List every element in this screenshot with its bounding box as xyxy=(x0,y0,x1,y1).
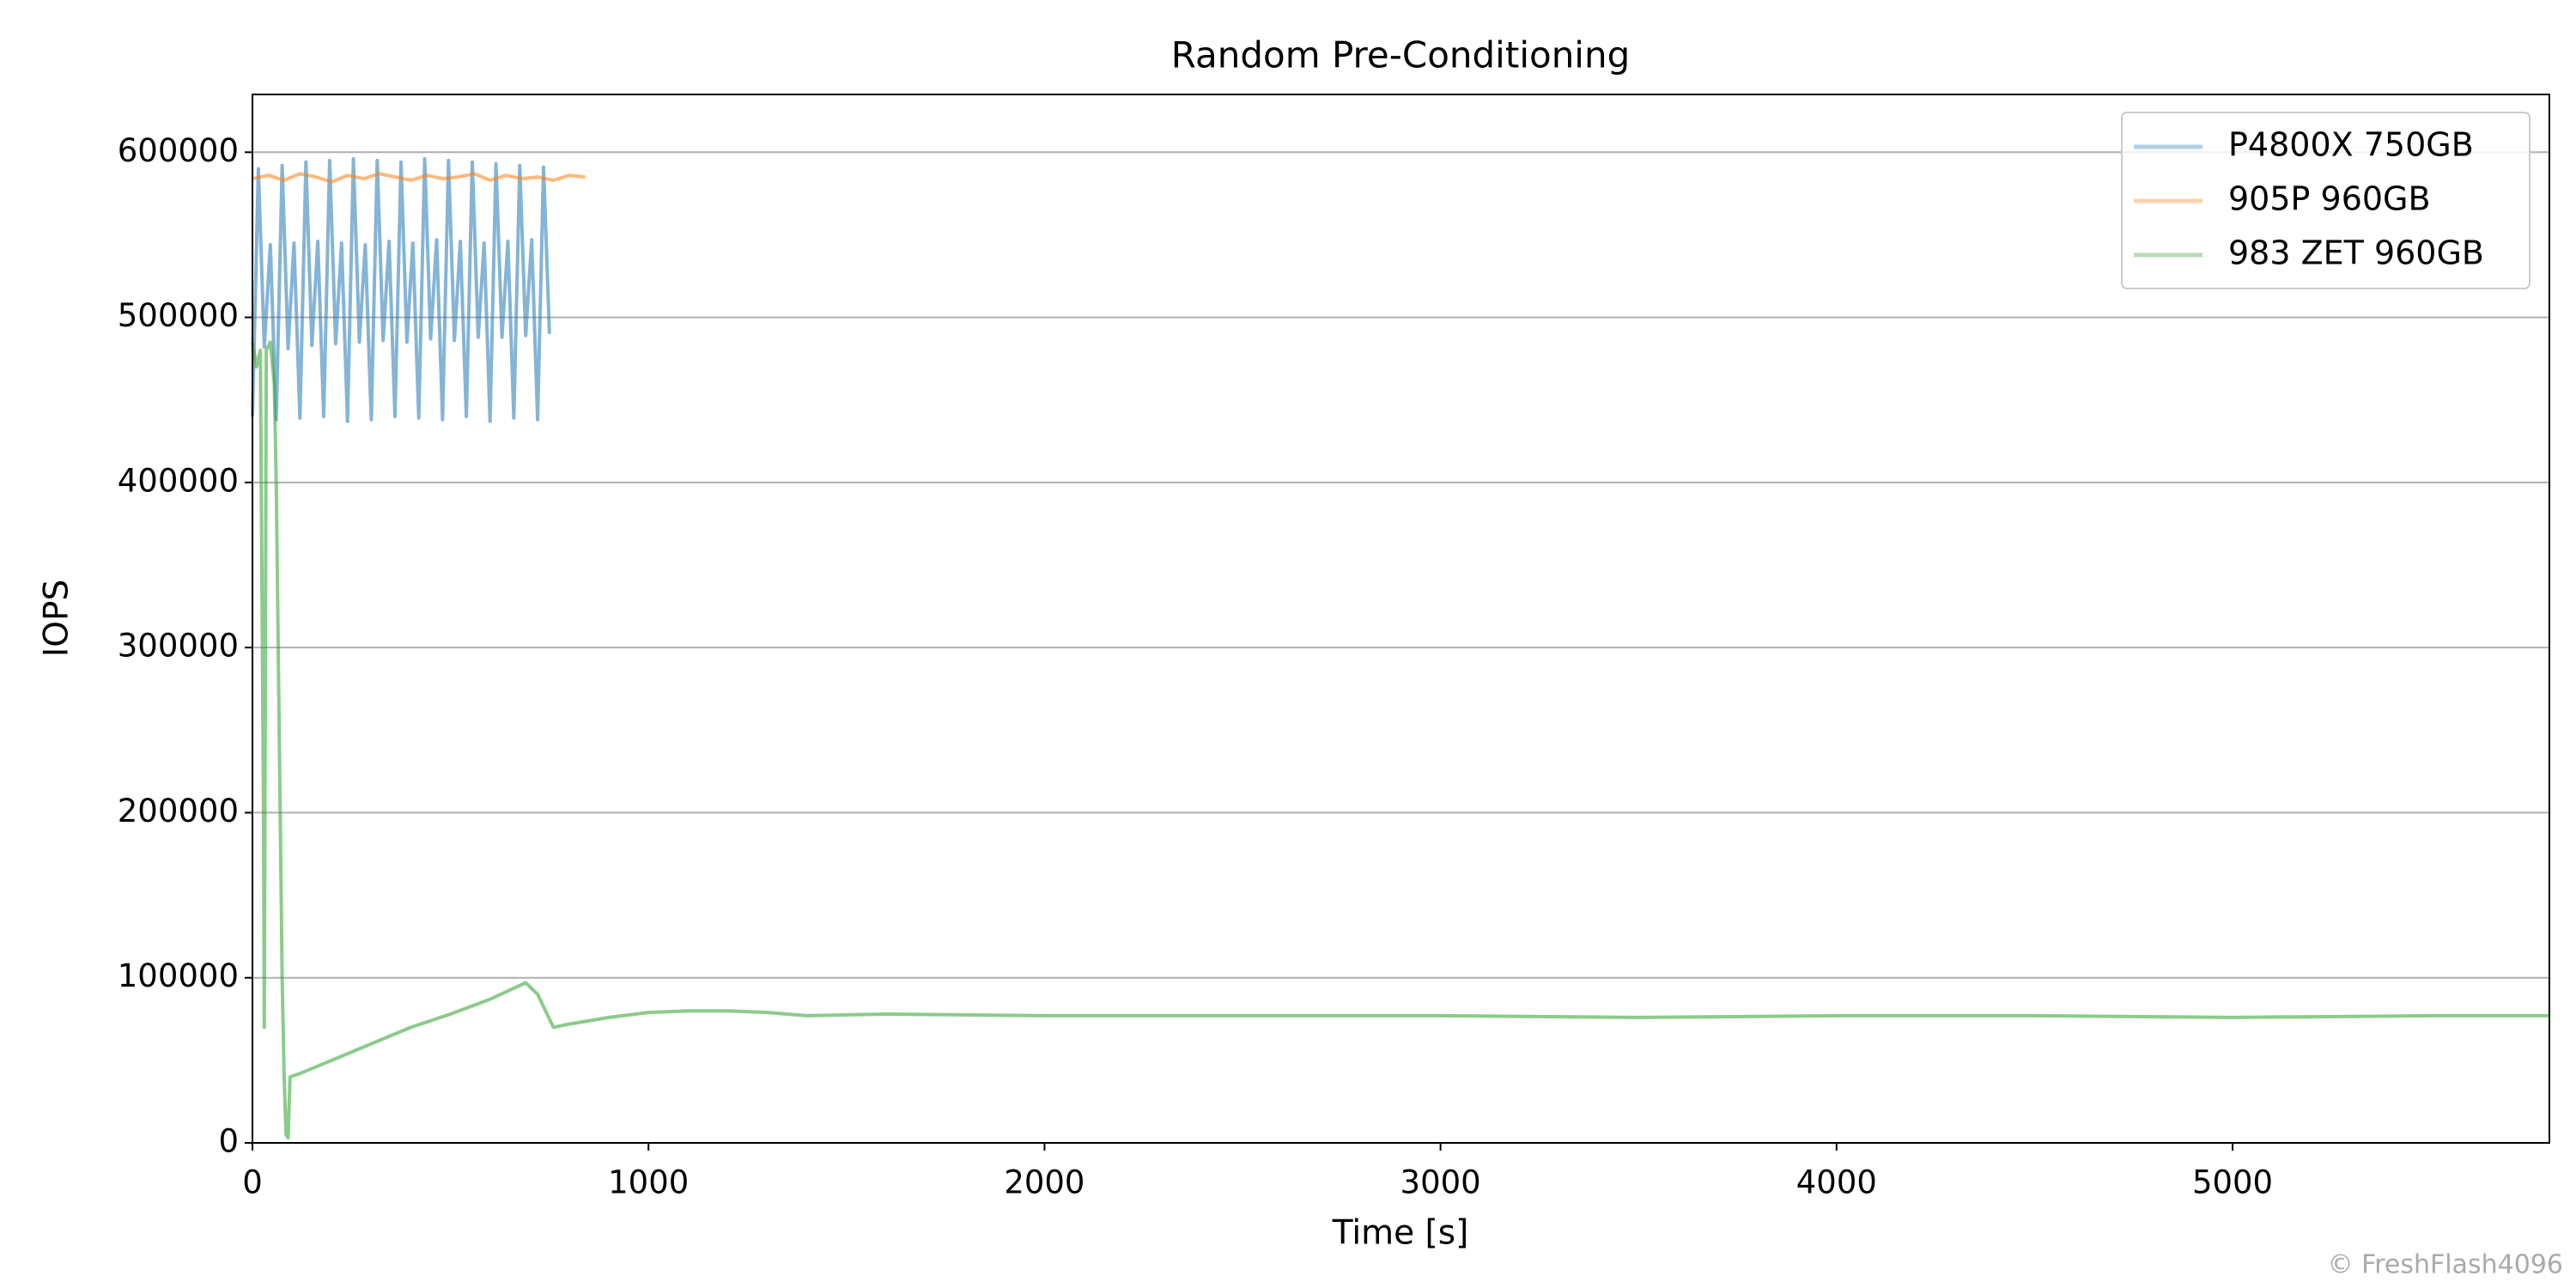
series-line xyxy=(252,172,586,184)
x-tick-label: 0 xyxy=(242,1164,263,1201)
x-axis-label: Time [s] xyxy=(1332,1214,1469,1253)
y-tick-label: 400000 xyxy=(118,462,239,499)
legend-label: P4800X 750GB xyxy=(2228,126,2474,164)
x-tick-label: 1000 xyxy=(608,1164,689,1201)
y-tick-label: 600000 xyxy=(118,132,239,169)
watermark: © FreshFlash4096 xyxy=(2328,1250,2563,1280)
y-tick-label: 200000 xyxy=(118,793,239,829)
y-tick-label: 100000 xyxy=(118,957,239,994)
series-line xyxy=(251,157,551,423)
legend-label: 983 ZET 960GB xyxy=(2228,234,2484,272)
y-axis-label: IOPS xyxy=(38,580,76,657)
plot-frame xyxy=(252,94,2550,1144)
x-tick-label: 2000 xyxy=(1004,1164,1084,1201)
y-tick-label: 300000 xyxy=(118,628,239,665)
chart-title: Random Pre-Conditioning xyxy=(1171,34,1631,76)
legend-box xyxy=(2121,112,2530,289)
y-tick-label: 0 xyxy=(218,1123,239,1160)
legend-label: 905P 960GB xyxy=(2228,180,2431,218)
series-line xyxy=(251,340,2549,1140)
x-tick-label: 5000 xyxy=(2192,1164,2273,1201)
y-tick-label: 500000 xyxy=(118,297,239,334)
x-tick-label: 4000 xyxy=(1796,1164,1877,1201)
x-tick-label: 3000 xyxy=(1400,1164,1481,1201)
